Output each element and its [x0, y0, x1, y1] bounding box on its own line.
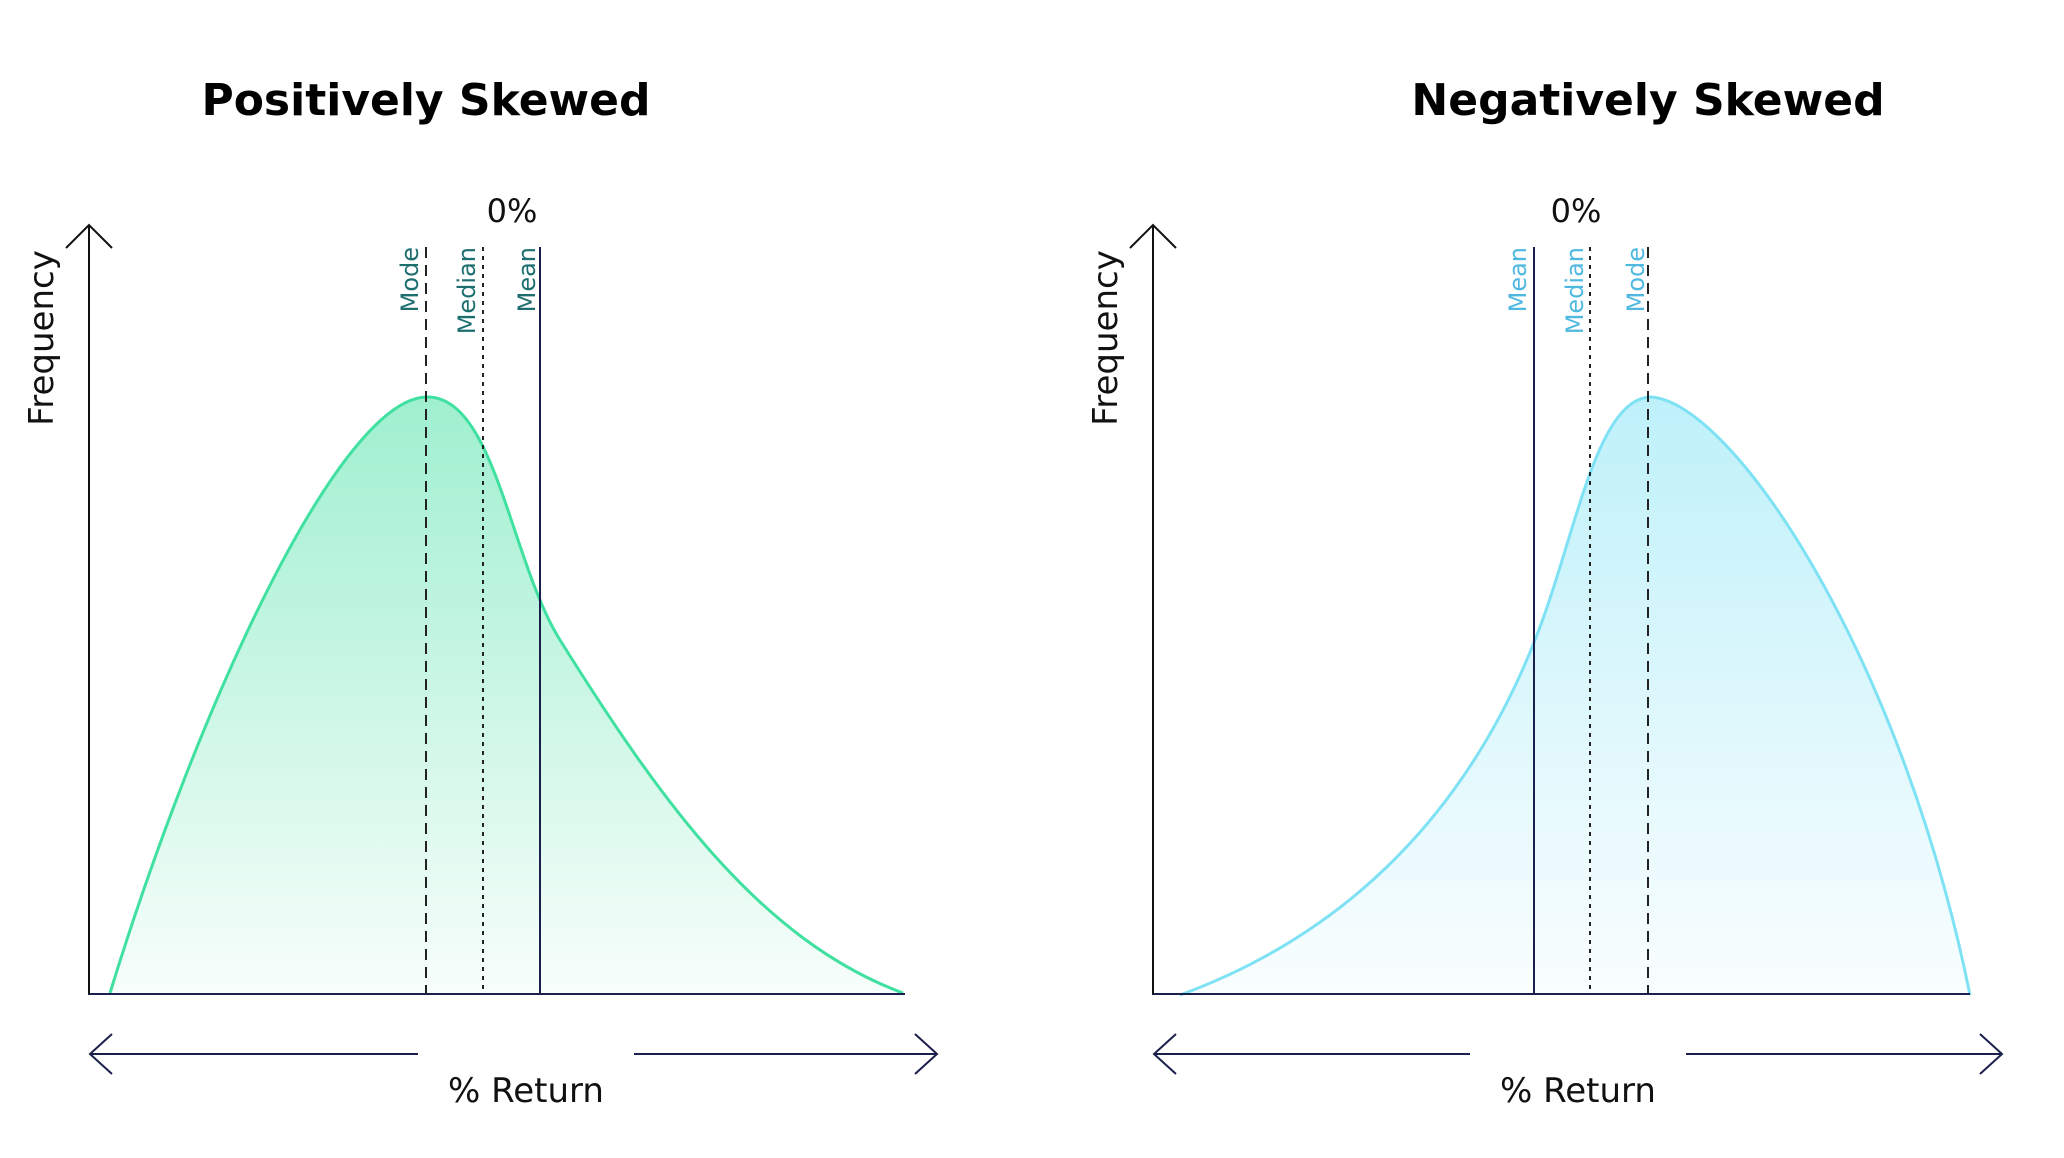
x-axis-label: % Return	[448, 1071, 604, 1111]
zero-percent-label: 0%	[487, 192, 538, 230]
x-axis-right-arrowhead	[914, 1033, 939, 1075]
y-axis-label: Frequency	[22, 250, 62, 426]
distribution-fill	[110, 396, 903, 993]
x-axis-right-arrowhead	[1979, 1033, 2004, 1075]
median-label: Median	[453, 247, 481, 334]
panel-title: Positively Skewed	[201, 75, 650, 126]
panel-negatively-skewed: Negatively Skewed Frequency 0% Mean Medi…	[1086, 75, 2004, 1111]
y-axis-arrowhead	[1129, 223, 1177, 249]
mean-label: Mean	[513, 247, 541, 312]
distribution-curve	[108, 395, 904, 995]
zero-percent-label: 0%	[1551, 192, 1602, 230]
mode-label: Mode	[1622, 247, 1650, 312]
median-label: Median	[1561, 247, 1589, 334]
y-axis-arrowhead	[65, 223, 113, 249]
mode-label: Mode	[396, 247, 424, 312]
panel-positively-skewed: Positively Skewed Frequency 0% Mode Medi…	[22, 75, 939, 1111]
y-axis-label: Frequency	[1086, 250, 1126, 426]
distribution-curve	[1179, 395, 1972, 997]
x-axis-left-arrowhead	[1152, 1033, 1177, 1075]
panel-title: Negatively Skewed	[1411, 75, 1884, 126]
distribution-fill	[1180, 397, 1970, 995]
x-axis-label: % Return	[1500, 1071, 1656, 1111]
mean-label: Mean	[1504, 247, 1532, 312]
x-axis-left-arrowhead	[88, 1033, 113, 1075]
